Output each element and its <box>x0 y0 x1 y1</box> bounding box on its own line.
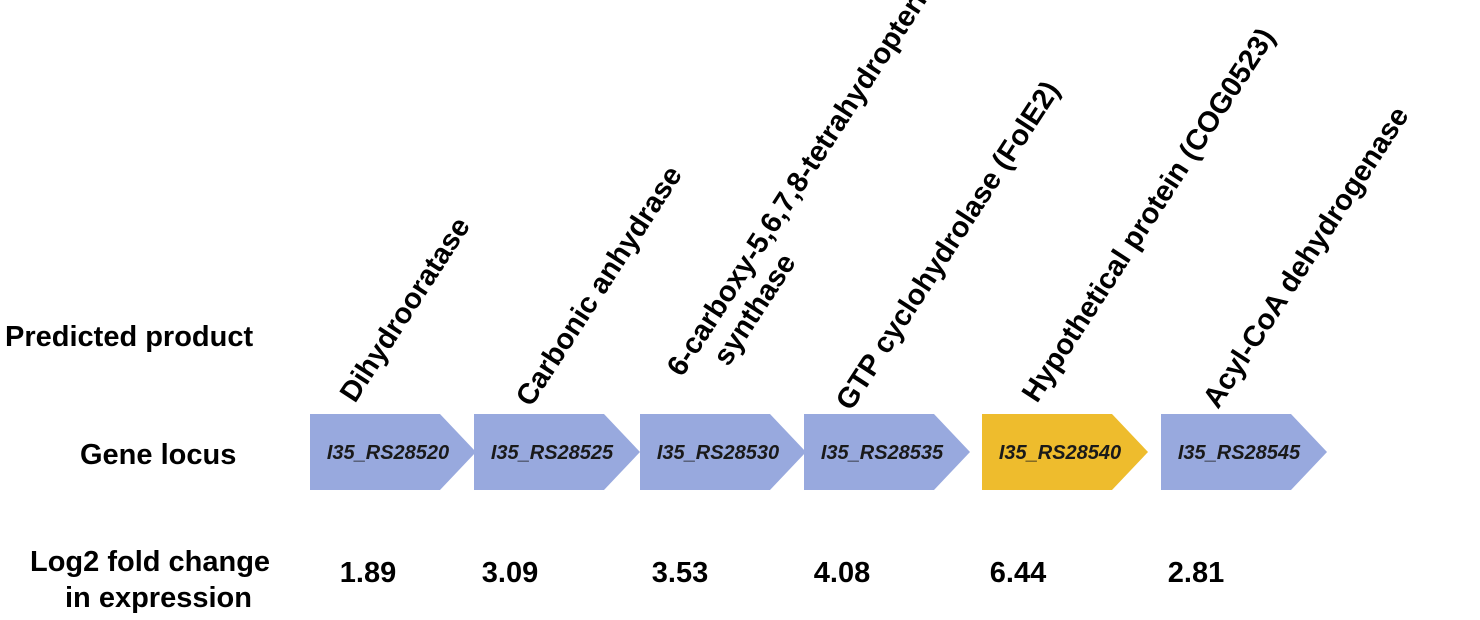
gene-locus-label: I35_RS28540 <box>999 442 1121 464</box>
predicted-product-label: Acyl-CoA dehydrogenase <box>1197 101 1415 414</box>
predicted-product-label: Carbonic anhydrase <box>510 161 689 412</box>
predicted-product-label-group: Carbonic anhydrase <box>510 161 689 412</box>
log2-fold-change-value: 3.09 <box>482 557 538 589</box>
predicted-product-label-group: 6-carboxy-5,6,7,8-tetrahydropterinsyntha… <box>661 0 943 382</box>
gene-arrow-i35-rs28535 <box>804 414 970 490</box>
predicted-product-label-group: GTP cyclohydrolase (FolE2) <box>830 76 1066 416</box>
gene-locus-label: I35_RS28530 <box>657 442 779 464</box>
predicted-product-row-label: Predicted product <box>5 321 253 353</box>
log2-fold-change-value: 2.81 <box>1168 557 1224 589</box>
log2-fold-change-value: 1.89 <box>340 557 396 589</box>
gene-locus-label: I35_RS28535 <box>821 442 944 464</box>
log2-fold-change-value: 6.44 <box>990 557 1046 589</box>
gene-arrow-i35-rs28530 <box>640 414 806 490</box>
predicted-product-label-group: Acyl-CoA dehydrogenase <box>1197 101 1415 414</box>
log2-fold-change-value: 3.53 <box>652 557 708 589</box>
predicted-product-label-group: Dihydrooratase <box>334 212 477 408</box>
gene-arrow-i35-rs28525 <box>474 414 640 490</box>
gene-locus-label: I35_RS28520 <box>327 442 449 464</box>
gene-arrow-i35-rs28540 <box>982 414 1148 490</box>
log2-fold-change-row-label-line2: in expression <box>65 582 252 614</box>
log2-fold-change-row-label-line1: Log2 fold change <box>30 546 270 578</box>
predicted-product-label: GTP cyclohydrolase (FolE2) <box>830 76 1066 416</box>
gene-arrow-i35-rs28545 <box>1161 414 1327 490</box>
gene-locus-label: I35_RS28525 <box>491 442 614 464</box>
log2-fold-change-value: 4.08 <box>814 557 870 589</box>
fold-change-values: 1.89 3.09 3.53 4.08 6.44 2.81 <box>340 557 1224 589</box>
gene-locus-row-label: Gene locus <box>80 439 236 471</box>
predicted-product-label: Dihydrooratase <box>334 212 477 408</box>
gene-arrow-i35-rs28520 <box>310 414 476 490</box>
gene-arrows: I35_RS28520 I35_RS28525 I35_RS28530 I35_RS2… <box>310 414 1327 490</box>
predicted-product-labels: Dihydrooratase Carbonic anhydrase6-carbox… <box>334 0 1415 416</box>
gene-locus-label: I35_RS28545 <box>1178 442 1301 464</box>
